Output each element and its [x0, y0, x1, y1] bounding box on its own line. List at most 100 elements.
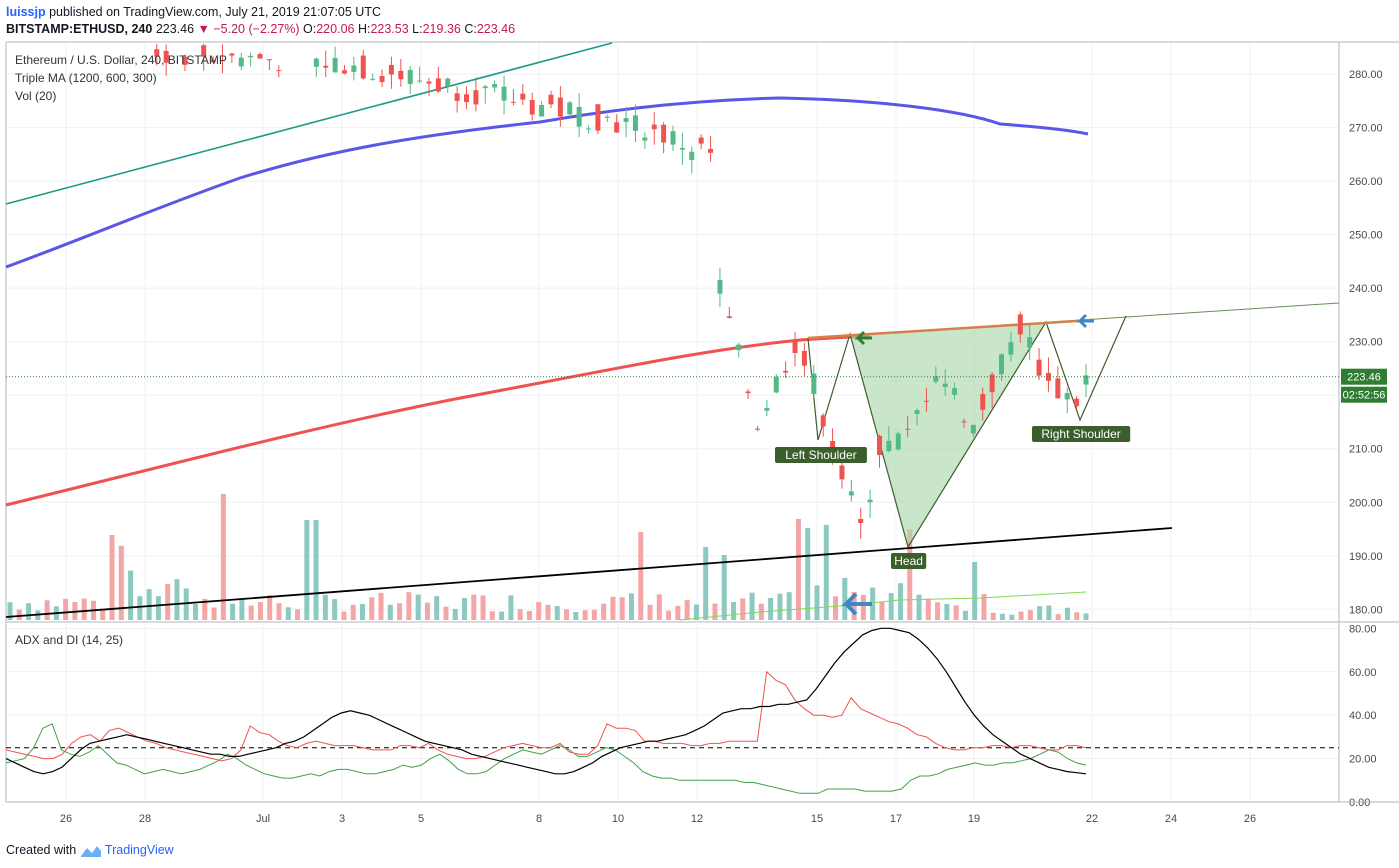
- candle-body: [754, 428, 760, 430]
- candle-body: [661, 124, 667, 143]
- volume-bar: [517, 609, 523, 620]
- last-price-tag: [1341, 368, 1387, 385]
- price-tick-label: 190.00: [1349, 551, 1383, 563]
- candle-body: [801, 350, 807, 366]
- candle-body: [313, 58, 319, 67]
- author-link[interactable]: luissjp: [6, 5, 46, 19]
- volume-bar: [842, 577, 848, 620]
- candle-body: [266, 59, 272, 61]
- tradingview-brand-link[interactable]: TradingView: [104, 843, 174, 857]
- candle-body: [698, 137, 704, 144]
- x-tick-label: 12: [691, 813, 703, 825]
- candle-body: [623, 118, 629, 122]
- volume-bar: [193, 603, 199, 620]
- candle-body: [736, 344, 742, 351]
- volume-bar: [239, 599, 245, 620]
- volume-bar: [387, 604, 393, 620]
- volume-bar: [7, 602, 13, 620]
- candle-body: [632, 115, 638, 131]
- volume-bar: [415, 594, 421, 620]
- volume-arrow-icon: [841, 592, 872, 616]
- x-tick-label: 17: [890, 813, 902, 825]
- candle-body: [1008, 342, 1014, 355]
- volume-bar: [897, 583, 903, 620]
- candle-body: [482, 86, 488, 89]
- volume-bar: [44, 600, 50, 620]
- candle-body: [1055, 378, 1061, 399]
- candle-body: [229, 53, 235, 56]
- x-tick-label: 24: [1165, 813, 1177, 825]
- candle-body: [398, 70, 404, 80]
- volume-bar: [536, 602, 542, 620]
- candle-body: [248, 55, 254, 58]
- volume-bar: [879, 601, 885, 620]
- volume-bar: [508, 595, 514, 620]
- x-tick-label: 26: [60, 813, 72, 825]
- candle-body: [379, 76, 385, 83]
- left-shoulder-label: Left Shoulder: [775, 447, 867, 463]
- footer: Created with TradingView: [6, 843, 174, 858]
- candle-body: [952, 388, 958, 395]
- candle-body: [595, 104, 601, 131]
- price-tick-label: 270.00: [1349, 123, 1383, 135]
- candle-body: [182, 56, 188, 65]
- price-pane: [6, 42, 1339, 620]
- volume-bar: [211, 607, 217, 620]
- volume-bar: [434, 596, 440, 620]
- volume-bar: [257, 602, 263, 620]
- volume-bar: [656, 594, 662, 620]
- volume-bar: [424, 602, 430, 620]
- legend-adx: ADX and DI (14, 25): [15, 633, 124, 647]
- x-tick-label: 5: [418, 813, 424, 825]
- created-with-text: Created with: [6, 843, 77, 857]
- green-arrow-icon: [854, 330, 872, 346]
- price-tick-label: 210.00: [1349, 444, 1383, 456]
- volume-bar: [591, 609, 597, 620]
- volume-bar: [786, 592, 792, 620]
- adx-tick-label: 0.00: [1349, 797, 1370, 809]
- volume-bar: [220, 494, 226, 620]
- head-label-text: Head: [894, 554, 923, 568]
- volume-bar: [870, 587, 876, 620]
- candle-body: [764, 407, 770, 411]
- adx-tick-label: 40.00: [1349, 710, 1377, 722]
- volume-bar: [100, 608, 106, 620]
- volume-bar: [888, 593, 894, 620]
- volume-bar: [183, 588, 189, 620]
- candle-body: [154, 49, 160, 57]
- volume-bar: [267, 595, 273, 620]
- volume-bar: [740, 598, 746, 620]
- volume-bar: [573, 611, 579, 620]
- volume-bar: [471, 594, 477, 620]
- candle-body: [679, 147, 685, 150]
- volume-bar: [322, 594, 328, 620]
- volume-bar: [313, 520, 319, 620]
- volume-bar: [628, 593, 634, 620]
- volume-bar: [81, 598, 87, 620]
- volume-bar: [768, 597, 774, 620]
- publish-line: luissjp published on TradingView.com, Ju…: [6, 5, 381, 19]
- candle-body: [529, 100, 535, 115]
- chart-header: luissjp published on TradingView.com, Ju…: [0, 0, 1399, 42]
- candle-body: [792, 341, 798, 353]
- volume-bar: [638, 532, 644, 620]
- volume-bar: [202, 598, 208, 620]
- open-label: O:: [303, 22, 317, 36]
- volume-bar: [350, 604, 356, 620]
- volume-bar: [137, 596, 143, 620]
- volume-bar: [146, 589, 152, 620]
- candle-body: [1017, 314, 1023, 335]
- candle-body: [905, 428, 911, 430]
- candle-body: [999, 354, 1005, 375]
- candle-body: [970, 424, 976, 434]
- adx-tick-label: 60.00: [1349, 667, 1377, 679]
- price-change: ▼ −5.20 (−2.27%): [197, 22, 300, 36]
- volume-bar: [1064, 607, 1070, 620]
- candle-body: [520, 93, 526, 100]
- countdown-tag: [1341, 386, 1387, 403]
- volume-bar: [805, 528, 811, 620]
- volume-bar: [953, 605, 959, 620]
- right-shoulder-label-bg: [1032, 426, 1131, 442]
- last-price-tag-text: 223.46: [1347, 372, 1381, 384]
